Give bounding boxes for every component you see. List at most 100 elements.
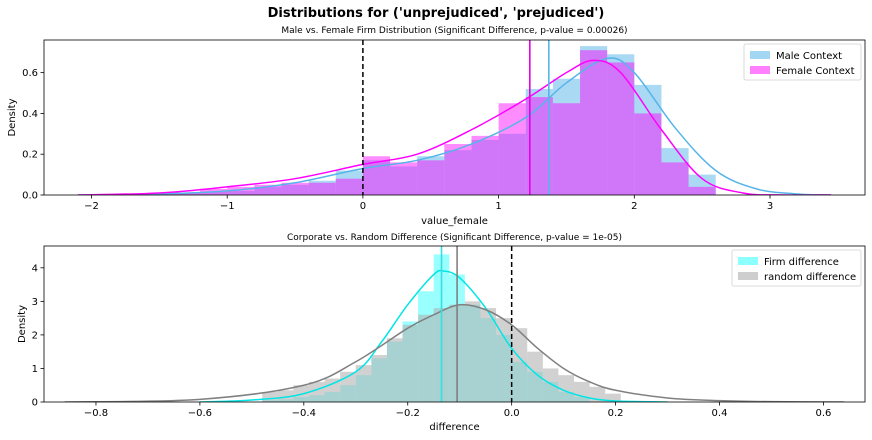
panel-0-series-1-bar: [227, 186, 255, 195]
panel-1-series-1-bar: [324, 378, 341, 402]
panel-1-series-1-bar: [309, 381, 325, 402]
panel-0-series-1-bar: [634, 113, 662, 195]
panel-1-xtick-label: 0.2: [608, 408, 624, 419]
panel-1-series-1-bar: [558, 375, 575, 402]
panel-0-xlabel: value_female: [421, 216, 488, 227]
panel-0-series-0-bar: [172, 192, 201, 195]
panel-0-series-1-bar: [308, 182, 336, 195]
panel-1-xtick-label: 0.0: [504, 408, 520, 419]
panel-1-series-1-bar: [496, 318, 512, 402]
panel-0-series-1-bar: [661, 162, 689, 195]
panel-0-series-1-kde-line: [77, 59, 832, 195]
panel-0-series-1-bar: [498, 103, 526, 195]
panel-1-xtick-label: −0.2: [396, 408, 420, 419]
panel-1-series-1-bar: [542, 368, 559, 402]
panel-1-ytick-label: 4: [32, 263, 38, 274]
panel-1-xtick-label: −0.4: [292, 408, 316, 419]
panel-1-legend-label: random difference: [764, 272, 856, 283]
panel-1-xlabel: difference: [429, 422, 479, 433]
panel-0-legend: Male Context Female Context: [743, 43, 862, 81]
panel-1-xtick-label: 0.4: [712, 408, 728, 419]
panel-0-series-0-bar: [607, 54, 635, 195]
panel-1-series-1-bar: [527, 351, 543, 402]
panel-0-ylabel: Density: [7, 98, 18, 136]
panel-0-xtick-label: −1: [220, 201, 235, 212]
panel-0-axes-frame: [43, 39, 866, 196]
panel-1-series-1-bar: [355, 365, 372, 402]
panel-1-legend-box: [731, 249, 862, 287]
panel-1-series-1-bar: [277, 390, 294, 402]
panel-0-xtick-label: 1: [495, 201, 501, 212]
panel-1-series-1-bar: [402, 324, 419, 402]
panel-1-xtick-label: −0.6: [188, 408, 212, 419]
panel-1-ytick-label: 3: [32, 297, 38, 308]
panel-0-series-0-bar: [200, 191, 228, 195]
panel-0-series-1-bar: [254, 184, 282, 195]
panel-0-series-0-bar: [281, 184, 309, 195]
panel-0-series-0-bar: [661, 148, 689, 195]
panel-0-xtick-label: −2: [84, 201, 99, 212]
panel-1-series-1-bar: [464, 301, 481, 402]
panel-0-series-1-bar: [390, 162, 418, 195]
panel-1-xtick-label: 0.6: [815, 408, 831, 419]
panel-1-series-1-bar: [262, 391, 278, 402]
panel-1-series-1-bar: [480, 308, 497, 402]
panel-0-ytick-label: 0.6: [22, 68, 38, 79]
panel-0-ytick-label: 0.0: [22, 191, 38, 202]
panel-0-series-1-bar: [688, 186, 716, 195]
panel-0-xtick-label: 0: [360, 201, 366, 212]
panel-1-series-1-kde-line: [64, 303, 845, 402]
panel-1-series-1-bar: [574, 381, 590, 402]
panel-0-series-0-bar: [308, 180, 336, 195]
panel-1-series-1-bar: [511, 328, 528, 402]
panel-0-legend-label: Female Context: [776, 66, 855, 77]
panel-0-series-1-bar: [335, 178, 363, 195]
panel-0-series-0-bar: [498, 133, 526, 195]
panel-1-series-1-bar: [386, 338, 403, 402]
panel-0-series-0-bar: [580, 46, 608, 195]
panel-0-series-1-bar: [552, 103, 581, 195]
panel-0-legend-swatch: [750, 51, 770, 59]
panel-1-ytick-label: 0: [32, 398, 38, 409]
panel-0-series-0-bar: [688, 174, 716, 195]
panel-0-series-0-bar: [444, 150, 472, 195]
panel-1-series-1-bar: [371, 355, 387, 402]
panel-0-series-0-bar: [417, 156, 445, 195]
panel-0-series-0-kde-line: [77, 57, 832, 195]
panel-top: Male vs. Female Firm Distribution (Signi…: [7, 26, 866, 227]
panel-1-series-0-kde-line: [199, 269, 668, 402]
panel-1-title: Corporate vs. Random Difference (Signifi…: [287, 233, 622, 243]
panel-0-legend-swatch: [750, 66, 770, 74]
panel-1-xtick-label: −0.8: [84, 408, 108, 419]
panel-1-ytick-label: 1: [32, 364, 38, 375]
panel-1-series-1-bar: [605, 393, 621, 402]
panel-1-legend-label: Firm difference: [764, 257, 839, 268]
panel-0-series-1-bar: [417, 160, 445, 195]
panel-0-legend-box: [743, 43, 862, 81]
panel-0-series-0-bar: [390, 166, 418, 195]
panel-0-series-0-bar: [552, 78, 581, 195]
panel-1-legend-swatch: [738, 272, 758, 280]
panel-0-title: Male vs. Female Firm Distribution (Signi…: [281, 26, 627, 36]
panel-1-legend: Firm difference random difference: [731, 249, 862, 287]
panel-0-series-0-bar: [471, 139, 499, 195]
panel-0-plot-area: [77, 40, 832, 195]
panel-1-series-1-bar: [418, 314, 434, 402]
panel-1-legend-swatch: [738, 257, 758, 265]
panel-0-ytick-label: 0.2: [22, 150, 38, 161]
panel-0-xtick-label: 2: [631, 201, 637, 212]
panel-0-series-0-bar: [254, 186, 282, 195]
panel-0-ytick-label: 0.4: [22, 109, 38, 120]
panel-0-series-1-bar: [471, 135, 499, 195]
panel-1-plot-area: [64, 246, 845, 402]
panel-1-axes-frame: [43, 245, 866, 403]
panel-1-ytick-label: 2: [32, 330, 38, 341]
panel-0-xtick-label: 3: [767, 201, 773, 212]
panel-0-series-1-bar: [607, 62, 635, 195]
panel-0-series-0-bar: [335, 170, 363, 195]
panel-bottom: Corporate vs. Random Difference (Signifi…: [17, 233, 866, 433]
panel-0-legend-label: Male Context: [776, 51, 842, 62]
panel-0-series-1-bar: [281, 182, 309, 195]
figure-suptitle: Distributions for ('unprejudiced', 'prej…: [268, 6, 605, 21]
